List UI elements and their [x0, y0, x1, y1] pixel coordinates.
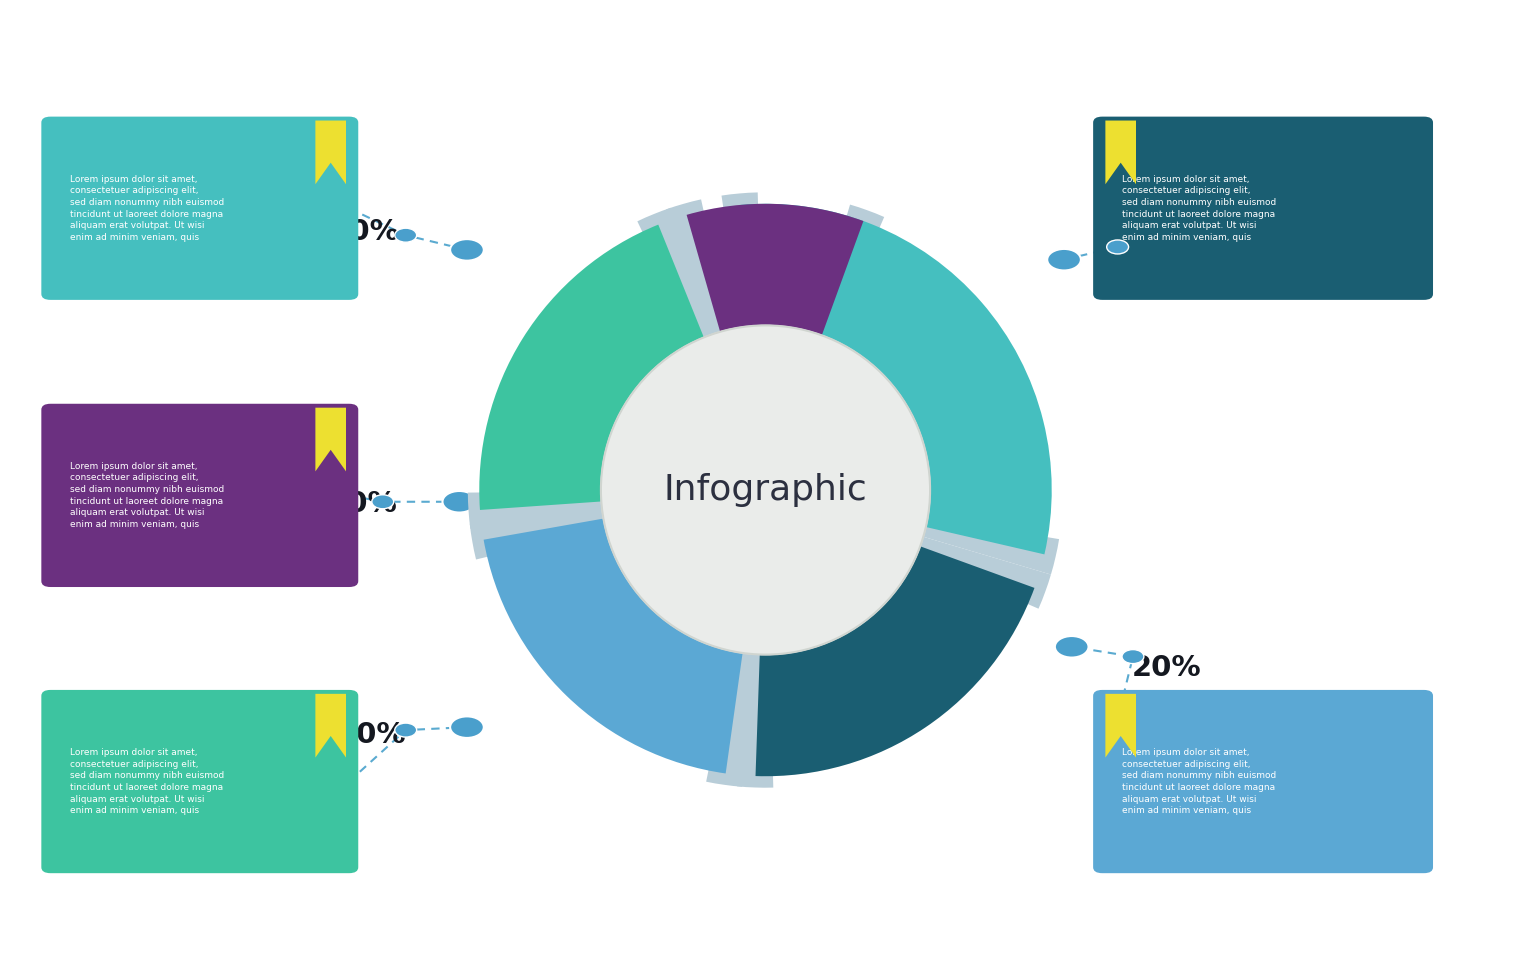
- FancyBboxPatch shape: [41, 690, 358, 873]
- Circle shape: [620, 345, 911, 635]
- FancyBboxPatch shape: [41, 404, 358, 587]
- Circle shape: [614, 338, 917, 642]
- Circle shape: [1055, 636, 1089, 658]
- Circle shape: [622, 346, 909, 634]
- Wedge shape: [484, 518, 743, 773]
- Wedge shape: [470, 508, 617, 560]
- Circle shape: [450, 716, 484, 738]
- Text: 10%: 10%: [328, 490, 398, 517]
- Circle shape: [600, 325, 931, 655]
- Circle shape: [611, 336, 920, 644]
- Wedge shape: [686, 204, 863, 335]
- Circle shape: [619, 344, 912, 636]
- Circle shape: [615, 340, 916, 640]
- Circle shape: [442, 491, 476, 513]
- Circle shape: [395, 723, 416, 737]
- Wedge shape: [808, 205, 885, 350]
- Wedge shape: [479, 224, 704, 510]
- Circle shape: [1047, 249, 1081, 270]
- Text: 20%: 20%: [337, 721, 407, 749]
- Circle shape: [608, 333, 923, 647]
- Circle shape: [620, 344, 911, 636]
- Circle shape: [605, 330, 926, 650]
- Text: Lorem ipsum dolor sit amet,
consectetuer adipiscing elit,
sed diam nonummy nibh : Lorem ipsum dolor sit amet, consectetuer…: [70, 462, 225, 529]
- Wedge shape: [755, 546, 1035, 776]
- Circle shape: [614, 338, 917, 642]
- Circle shape: [623, 348, 908, 632]
- Circle shape: [602, 326, 929, 654]
- Circle shape: [617, 342, 914, 638]
- Wedge shape: [906, 533, 1050, 609]
- Circle shape: [1107, 240, 1128, 254]
- Circle shape: [617, 341, 914, 639]
- Circle shape: [605, 329, 926, 651]
- Circle shape: [603, 327, 928, 653]
- Circle shape: [606, 330, 925, 650]
- Circle shape: [617, 341, 914, 639]
- Circle shape: [609, 333, 922, 647]
- Circle shape: [622, 346, 909, 634]
- Text: Lorem ipsum dolor sit amet,
consectetuer adipiscing elit,
sed diam nonummy nibh : Lorem ipsum dolor sit amet, consectetuer…: [70, 174, 225, 242]
- Circle shape: [609, 334, 922, 646]
- FancyBboxPatch shape: [41, 117, 358, 300]
- Text: 30%: 30%: [329, 219, 400, 246]
- Circle shape: [372, 495, 393, 509]
- Circle shape: [623, 347, 908, 633]
- Polygon shape: [315, 408, 346, 471]
- Wedge shape: [468, 491, 614, 529]
- Text: Infographic: Infographic: [663, 473, 868, 507]
- Circle shape: [619, 343, 912, 637]
- Circle shape: [603, 328, 928, 652]
- Circle shape: [603, 327, 928, 653]
- Text: Lorem ipsum dolor sit amet,
consectetuer adipiscing elit,
sed diam nonummy nibh : Lorem ipsum dolor sit amet, consectetuer…: [1122, 174, 1277, 242]
- Wedge shape: [912, 515, 1059, 574]
- Wedge shape: [736, 643, 773, 788]
- FancyBboxPatch shape: [1093, 690, 1433, 873]
- Text: Lorem ipsum dolor sit amet,
consectetuer adipiscing elit,
sed diam nonummy nibh : Lorem ipsum dolor sit amet, consectetuer…: [70, 748, 225, 815]
- Polygon shape: [315, 121, 346, 184]
- Circle shape: [615, 340, 916, 640]
- Circle shape: [600, 325, 931, 655]
- Circle shape: [608, 331, 923, 649]
- Wedge shape: [741, 204, 1052, 555]
- Circle shape: [1122, 650, 1144, 663]
- Circle shape: [622, 347, 909, 633]
- Wedge shape: [706, 640, 753, 787]
- Wedge shape: [666, 199, 732, 346]
- Text: 20%: 20%: [1128, 220, 1199, 247]
- Polygon shape: [1105, 121, 1136, 184]
- Circle shape: [395, 228, 416, 242]
- FancyBboxPatch shape: [1093, 117, 1433, 300]
- Circle shape: [611, 335, 920, 645]
- Polygon shape: [1105, 694, 1136, 758]
- Text: 20%: 20%: [1131, 655, 1202, 682]
- Circle shape: [450, 239, 484, 261]
- Circle shape: [619, 343, 912, 637]
- Text: Lorem ipsum dolor sit amet,
consectetuer adipiscing elit,
sed diam nonummy nibh : Lorem ipsum dolor sit amet, consectetuer…: [1122, 748, 1277, 815]
- Circle shape: [614, 339, 917, 641]
- Circle shape: [605, 329, 926, 651]
- Circle shape: [612, 337, 919, 643]
- Circle shape: [612, 337, 919, 643]
- Circle shape: [608, 332, 923, 648]
- Circle shape: [602, 326, 929, 654]
- Wedge shape: [721, 192, 761, 338]
- Wedge shape: [637, 208, 717, 352]
- Circle shape: [612, 336, 919, 644]
- Circle shape: [606, 331, 925, 649]
- Polygon shape: [315, 694, 346, 758]
- Circle shape: [609, 334, 922, 646]
